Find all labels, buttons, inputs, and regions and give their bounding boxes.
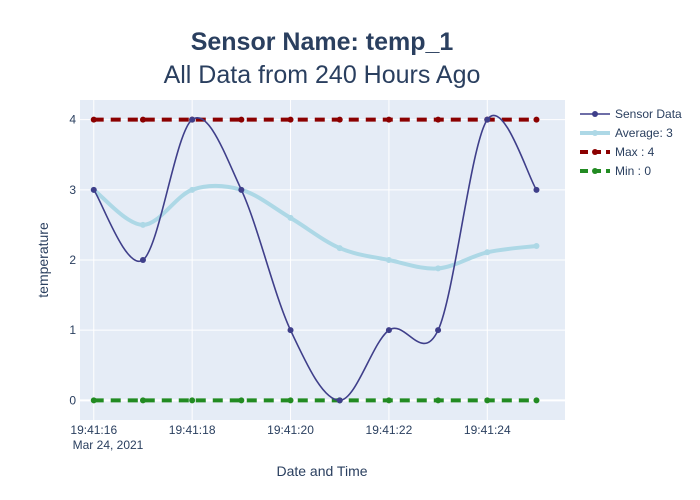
data-point-min[interactable]	[533, 397, 539, 403]
legend-marker	[592, 168, 598, 174]
data-point-sensor-data[interactable]	[435, 327, 441, 333]
data-point-min[interactable]	[484, 397, 490, 403]
data-point-min[interactable]	[189, 397, 195, 403]
data-point-min[interactable]	[435, 397, 441, 403]
data-point-average[interactable]	[337, 245, 343, 251]
data-point-average[interactable]	[435, 265, 441, 271]
legend-item-max[interactable]: Max : 4	[580, 145, 655, 159]
data-point-max[interactable]	[533, 117, 539, 123]
data-point-average[interactable]	[533, 243, 539, 249]
legend[interactable]: Sensor Data Average: 3 Max : 4 Min : 0	[580, 107, 682, 178]
data-point-min[interactable]	[140, 397, 146, 403]
legend-label: Min : 0	[615, 164, 651, 178]
data-point-sensor-data[interactable]	[140, 257, 146, 263]
data-point-max[interactable]	[435, 117, 441, 123]
legend-marker	[592, 111, 598, 117]
chart-title: Sensor Name: temp_1	[191, 28, 454, 56]
data-point-min[interactable]	[386, 397, 392, 403]
data-point-sensor-data[interactable]	[238, 187, 244, 193]
data-point-sensor-data[interactable]	[533, 187, 539, 193]
legend-marker	[592, 130, 598, 136]
y-tick-label: 0	[69, 393, 76, 407]
x-tick-label: 19:41:20	[267, 423, 314, 437]
data-point-max[interactable]	[238, 117, 244, 123]
data-point-max[interactable]	[337, 117, 343, 123]
data-point-max[interactable]	[91, 117, 97, 123]
x-tick-label: 19:41:22	[366, 423, 413, 437]
x-date-label: Mar 24, 2021	[73, 438, 144, 452]
y-tick-label: 2	[69, 253, 76, 267]
data-point-max[interactable]	[386, 117, 392, 123]
legend-item-min[interactable]: Min : 0	[580, 164, 651, 178]
data-point-average[interactable]	[189, 187, 195, 193]
chart-subtitle: All Data from 240 Hours Ago	[164, 61, 481, 89]
y-tick-label: 4	[69, 113, 76, 127]
x-axis-title: Date and Time	[276, 463, 367, 479]
data-point-sensor-data[interactable]	[288, 327, 294, 333]
legend-item-average[interactable]: Average: 3	[580, 126, 673, 140]
data-point-average[interactable]	[288, 215, 294, 221]
x-tick-label: 19:41:16	[70, 423, 117, 437]
legend-label: Sensor Data	[615, 107, 682, 121]
y-tick-label: 3	[69, 183, 76, 197]
y-axis-title: temperature	[35, 222, 51, 298]
data-point-sensor-data[interactable]	[484, 117, 490, 123]
data-point-sensor-data[interactable]	[386, 327, 392, 333]
data-point-min[interactable]	[238, 397, 244, 403]
legend-marker	[592, 149, 598, 155]
data-point-average[interactable]	[386, 257, 392, 263]
x-tick-label: 19:41:24	[464, 423, 511, 437]
data-point-min[interactable]	[91, 397, 97, 403]
data-point-max[interactable]	[140, 117, 146, 123]
x-tick-label: 19:41:18	[169, 423, 216, 437]
data-point-sensor-data[interactable]	[189, 117, 195, 123]
data-point-min[interactable]	[288, 397, 294, 403]
data-point-max[interactable]	[288, 117, 294, 123]
data-point-sensor-data[interactable]	[91, 187, 97, 193]
data-point-sensor-data[interactable]	[337, 397, 343, 403]
legend-label: Average: 3	[615, 126, 673, 140]
y-tick-label: 1	[69, 323, 76, 337]
legend-label: Max : 4	[615, 145, 655, 159]
data-point-average[interactable]	[140, 222, 146, 228]
legend-item-sensor-data[interactable]: Sensor Data	[580, 107, 682, 121]
data-point-average[interactable]	[484, 249, 490, 255]
